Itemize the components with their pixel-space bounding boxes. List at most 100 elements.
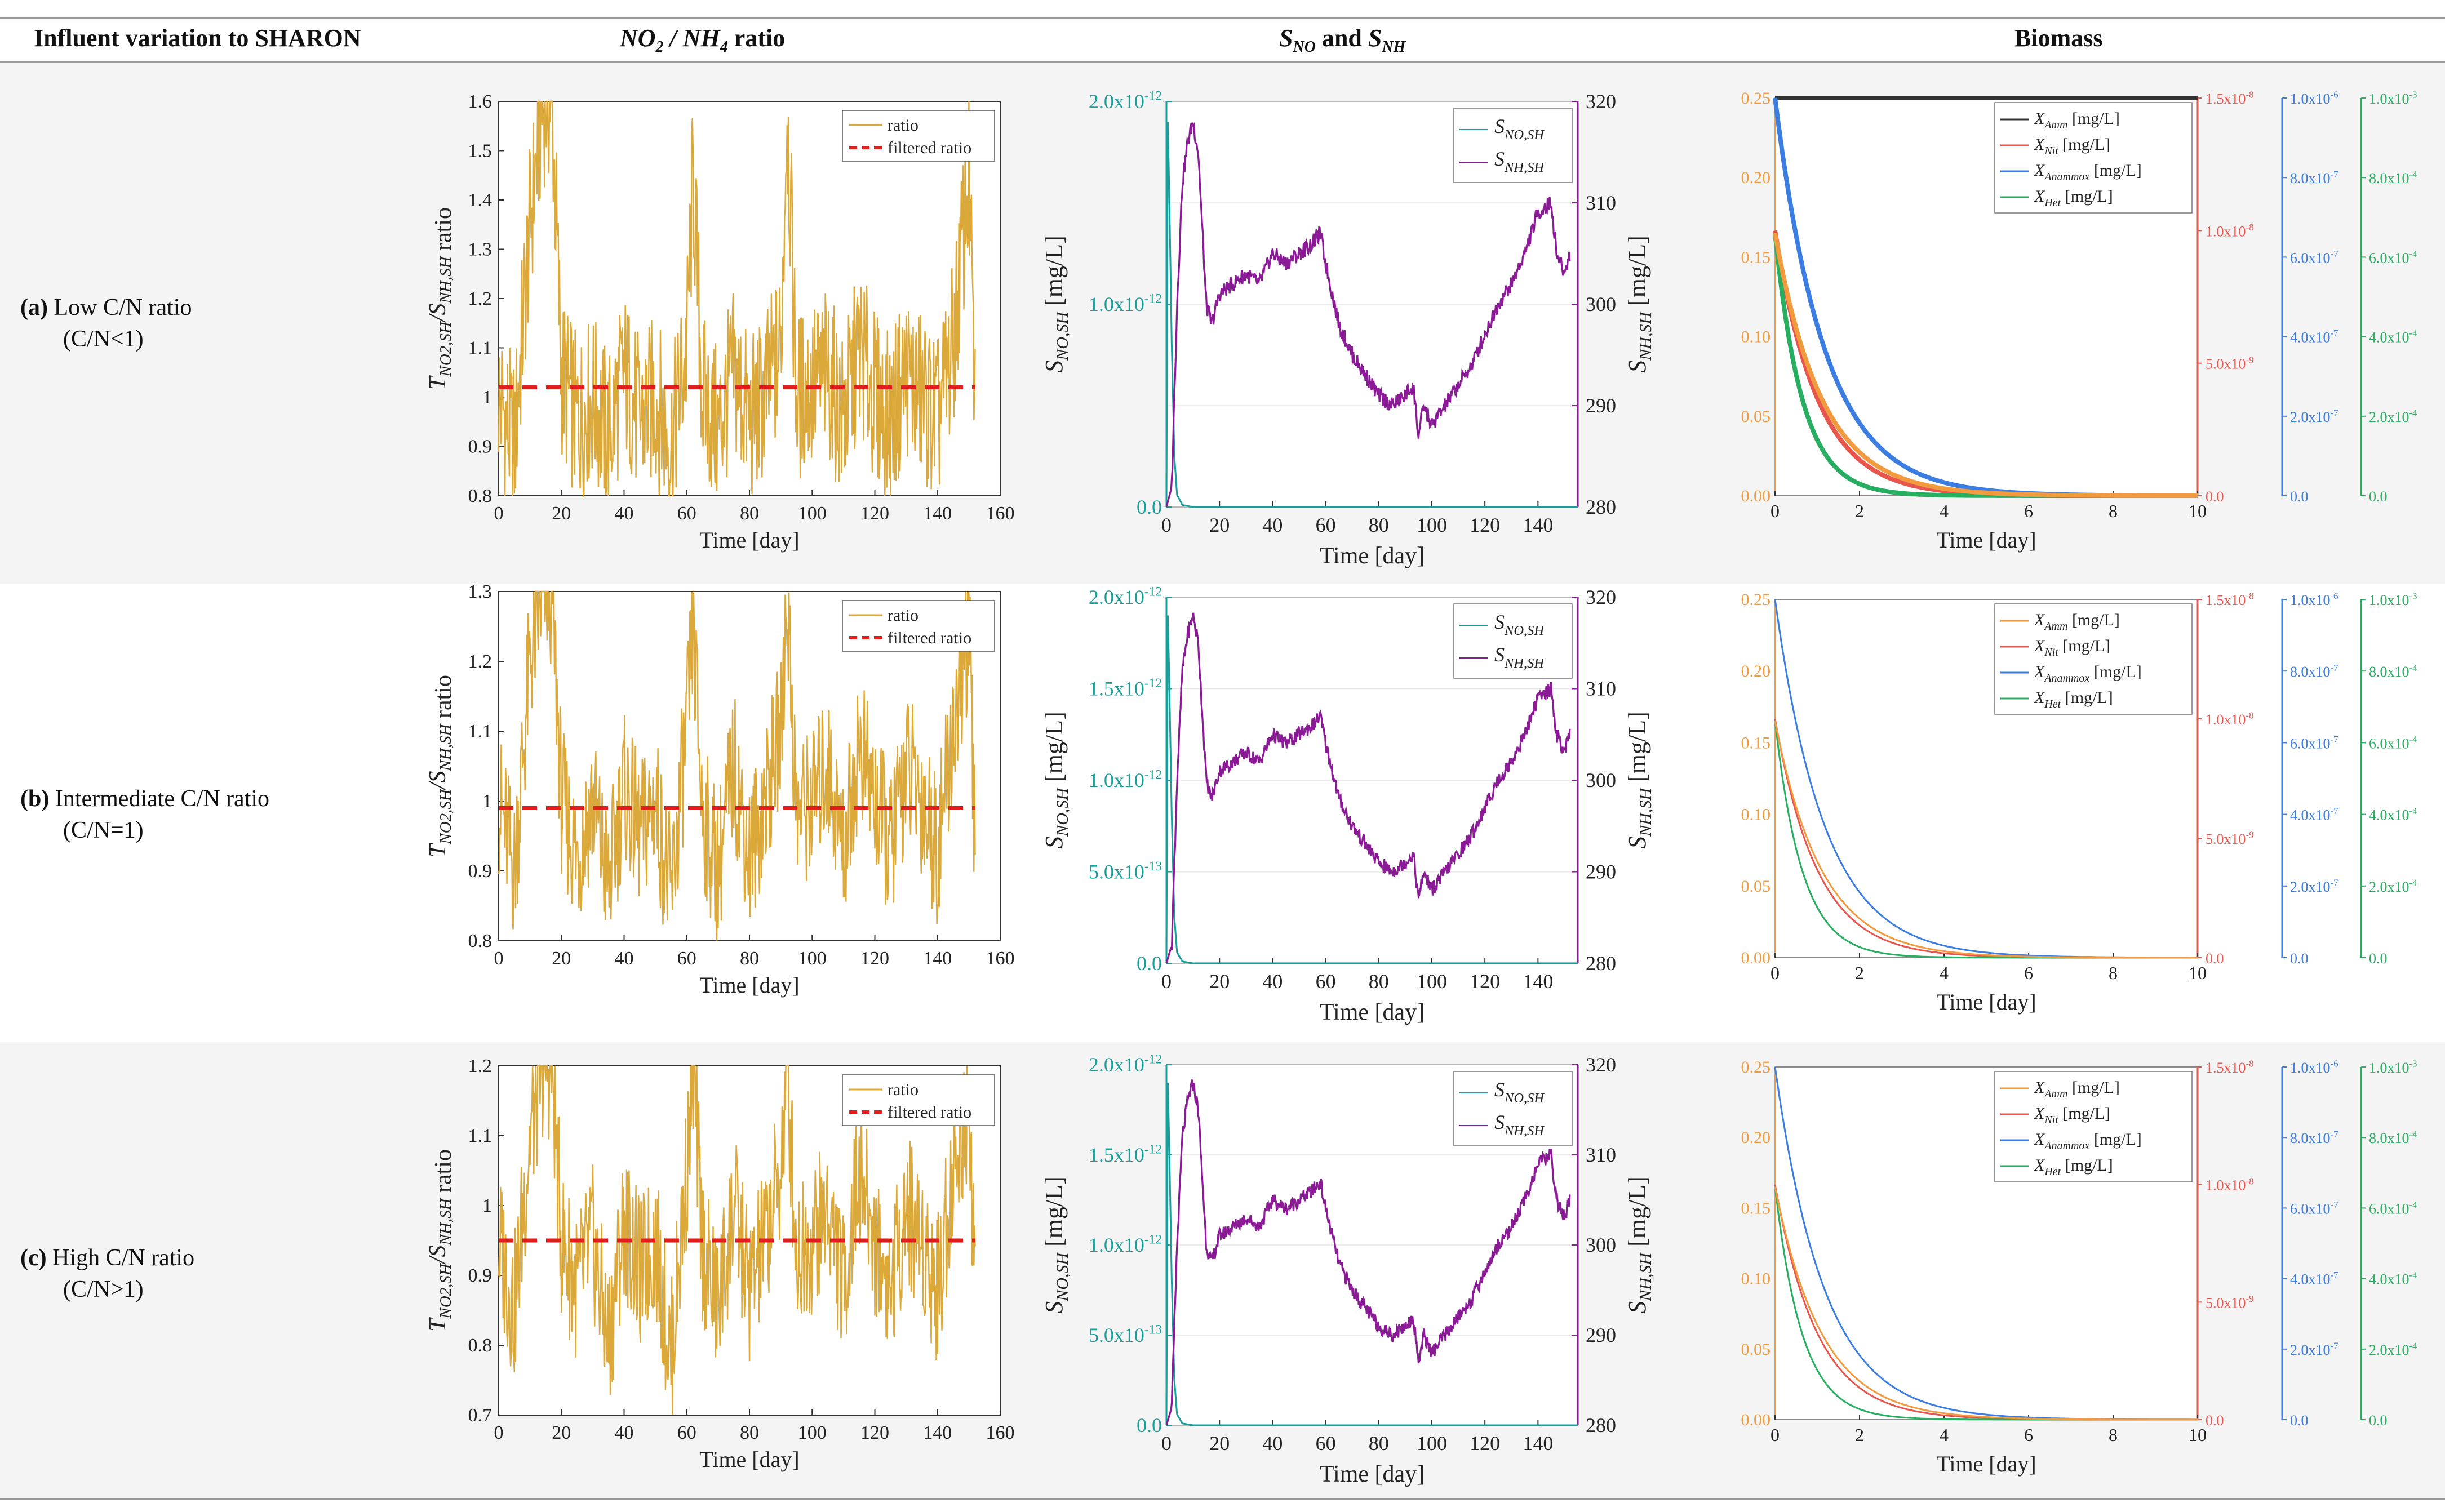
left-tick-label: 2.0x10-12: [1089, 1052, 1162, 1076]
x-tick-label: 0: [1770, 1425, 1780, 1445]
y-tick-label: 1.2: [468, 288, 492, 309]
x-tick-label: 40: [1262, 970, 1283, 993]
amm-tick-label: 0.05: [1741, 407, 1771, 426]
x-tick-label: 4: [1940, 501, 1949, 521]
y-tick-label: 1.5: [468, 141, 492, 162]
amm-tick-label: 0.05: [1741, 1340, 1771, 1359]
amm-tick-label: 0.10: [1741, 806, 1771, 824]
y-tick-label: 0.8: [468, 486, 492, 506]
nit-tick-label: 1.5x10-8: [2206, 1059, 2254, 1076]
het-tick-label: 0.0: [2369, 1412, 2388, 1429]
nit-tick-label: 1.5x10-8: [2206, 591, 2254, 608]
biomass-chart-b: 0.000.050.100.150.200.250.05.0x10-91.0x1…: [1741, 590, 2418, 1015]
amm-tick-label: 0.20: [1741, 168, 1771, 187]
nit-tick-label: 5.0x10-9: [2206, 830, 2254, 847]
y-tick-label: 1.1: [468, 1126, 492, 1146]
right-tick-label: 280: [1586, 952, 1616, 975]
ratio-chart-a: 0 20 40 60 80 100 120 140 160 0.8 0.9 1 1.1 1.2 1.3 1.4…: [425, 91, 1015, 553]
legend-box: [842, 600, 995, 652]
x-tick-label: 100: [798, 948, 827, 969]
x-tick-label: 2: [1855, 963, 1864, 983]
legend-label-het: XHet [mg/L]: [2034, 688, 2113, 710]
series-xamm-decay: [1773, 233, 2198, 498]
x-tick-label: 60: [1316, 970, 1336, 993]
legend-ratio-label: ratio: [888, 116, 918, 135]
het-tick-label: 2.0x10-4: [2369, 1340, 2417, 1358]
x-tick-label: 20: [552, 1422, 571, 1443]
y-tick-label: 0.8: [468, 931, 492, 951]
y-tick-label: 0.7: [468, 1405, 492, 1426]
left-tick-label: 1.5x10-12: [1089, 1142, 1162, 1166]
left-tick-label: 1.0x10-12: [1089, 1233, 1162, 1256]
legend-sno-label: SNO,SH: [1494, 611, 1545, 638]
left-tick-label: 1.0x10-12: [1089, 292, 1162, 315]
s-chart-c: 0 20 40 60 80 100 120 140 0.0 5.0x10-13 1.0x10-12 1…: [1040, 1052, 1655, 1487]
left-tick-label: 0.0: [1137, 1414, 1162, 1437]
anammox-tick-label: 8.0x10-7: [2290, 1129, 2338, 1146]
anammox-tick-label: 6.0x10-7: [2290, 734, 2338, 751]
right-tick-label: 280: [1586, 1414, 1616, 1437]
x-axis-label: Time [day]: [1936, 1451, 2036, 1477]
x-tick-label: 80: [740, 503, 759, 524]
x-tick-label: 160: [986, 503, 1015, 524]
x-tick-label: 0: [494, 948, 504, 969]
x-tick-label: 120: [860, 1422, 889, 1443]
y-tick-label: 0.9: [468, 1265, 492, 1286]
left-tick-label: 5.0x10-13: [1089, 1323, 1162, 1346]
y-tick-label: 0.8: [468, 1335, 492, 1356]
x-axis-label: Time [day]: [699, 1447, 799, 1472]
right-tick-label: 320: [1586, 90, 1616, 113]
x-tick-label: 10: [2189, 501, 2207, 521]
legend-label-anammox: XAnammox [mg/L]: [2034, 662, 2142, 684]
x-tick-label: 80: [740, 1422, 759, 1443]
right-axis-label: SNH,SH [mg/L]: [1623, 711, 1655, 848]
legend-box: [1453, 1071, 1573, 1146]
amm-tick-label: 0.00: [1741, 487, 1771, 505]
x-tick-label: 140: [923, 503, 952, 524]
anammox-tick-label: 4.0x10-7: [2290, 1270, 2338, 1287]
ratio-chart-c: 0 20 40 60 80 100 120 140 160 0.7 0.8 0.9 1 1.1 1.2 Tim…: [425, 1056, 1015, 1472]
x-tick-label: 6: [2024, 963, 2033, 983]
x-tick-label: 0: [1161, 514, 1172, 536]
anammox-tick-label: 1.0x10-6: [2290, 1059, 2338, 1076]
y-tick-label: 0.9: [468, 437, 492, 457]
right-tick-label: 310: [1586, 1144, 1616, 1166]
anammox-tick-label: 8.0x10-7: [2290, 662, 2338, 680]
x-tick-label: 60: [1316, 1432, 1336, 1455]
right-tick-label: 280: [1586, 496, 1616, 518]
y-tick-label: 1: [482, 791, 492, 812]
nit-tick-label: 1.0x10-8: [2206, 710, 2254, 728]
row-label-b: (b) Intermediate C/N ratio (C/N=1): [20, 786, 270, 843]
x-tick-label: 20: [552, 503, 571, 524]
anammox-tick-label: 0.0: [2290, 1412, 2309, 1429]
legend-box: [1453, 603, 1573, 679]
legend-label-anammox: XAnammox [mg/L]: [2034, 1130, 2142, 1152]
nit-tick-label: 1.0x10-8: [2206, 222, 2254, 239]
het-tick-label: 2.0x10-4: [2369, 877, 2417, 895]
left-tick-label: 1.5x10-12: [1089, 676, 1162, 700]
sno-series-line: [1165, 1082, 1578, 1426]
right-tick-label: 310: [1586, 678, 1616, 700]
legend-label-nit: XNit [mg/L]: [2034, 1104, 2110, 1126]
x-tick-label: 120: [860, 503, 889, 524]
right-tick-label: 310: [1586, 192, 1616, 214]
biomass-chart-c: 0.000.050.100.150.200.250.05.0x10-91.0x1…: [1741, 1058, 2418, 1477]
legend-box: [1994, 1071, 2193, 1182]
amm-tick-label: 0.00: [1741, 1411, 1771, 1429]
snh-series-line: [1165, 612, 1571, 964]
y-axis-label: TNO2,SH/SNH,SH ratio: [425, 1149, 456, 1332]
amm-tick-label: 0.15: [1741, 733, 1771, 752]
x-tick-label: 40: [615, 1422, 634, 1443]
legend-box: [1994, 102, 2193, 214]
y-tick-label: 0.9: [468, 861, 492, 882]
legend-label-nit: XNit [mg/L]: [2034, 637, 2110, 659]
header-top-rule: [0, 17, 2445, 19]
anammox-tick-label: 1.0x10-6: [2290, 591, 2338, 608]
legend-sno-label: SNO,SH: [1494, 1078, 1545, 1106]
header-influent: Influent variation to SHARON: [34, 24, 361, 52]
het-tick-label: 1.0x10-3: [2369, 1059, 2417, 1076]
legend-ratio-label: ratio: [888, 606, 918, 625]
anammox-tick-label: 2.0x10-7: [2290, 407, 2338, 425]
x-tick-label: 4: [1940, 1425, 1949, 1445]
left-tick-label: 2.0x10-12: [1089, 585, 1162, 608]
